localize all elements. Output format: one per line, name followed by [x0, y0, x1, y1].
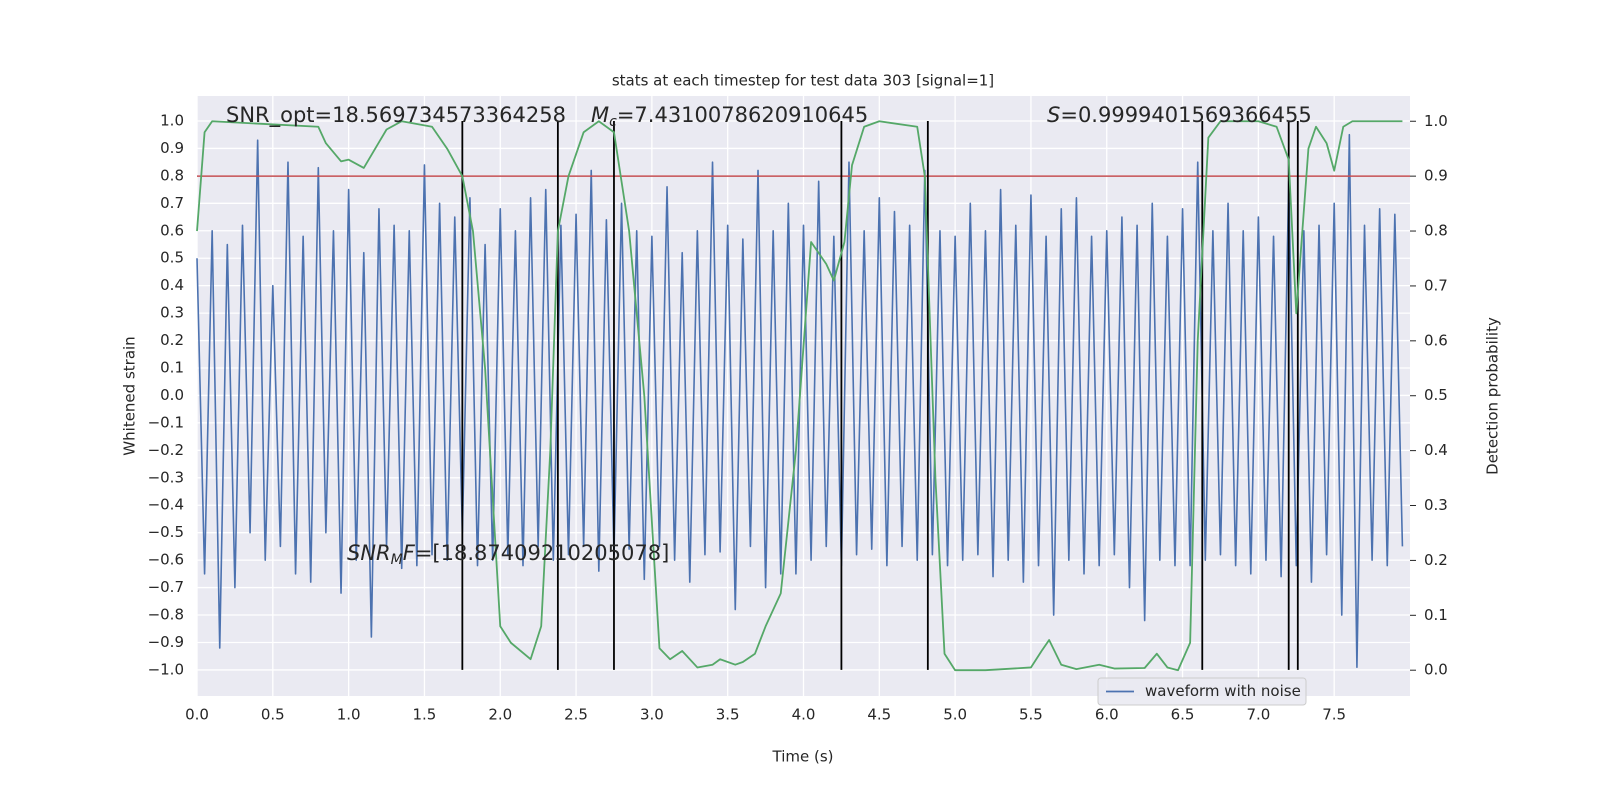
annotation-text: =[18.87409210205078]	[415, 541, 669, 565]
annotation-text: S	[1047, 103, 1060, 127]
y-tick-label: −0.1	[148, 413, 184, 431]
y-tick-label: 0.8	[160, 166, 184, 184]
y-tick-label: 0.0	[160, 386, 184, 404]
y2-tick-label: 1.0	[1424, 112, 1448, 130]
x-tick-label: 7.0	[1246, 706, 1270, 724]
x-tick-label: 6.0	[1095, 706, 1119, 724]
y-tick-label: 0.7	[160, 194, 184, 212]
x-tick-label: 7.5	[1322, 706, 1346, 724]
legend-box	[1097, 677, 1307, 706]
annotation: SNR_opt=18.569734573364258	[226, 103, 566, 128]
y-axis-label: Whitened strain	[121, 336, 139, 455]
y2-tick-label: 0.8	[1424, 222, 1448, 240]
y-tick-label: −0.6	[148, 551, 184, 569]
y-tick-label: 0.9	[160, 139, 184, 157]
y-tick-label: −0.5	[148, 523, 184, 541]
marks	[196, 120, 1410, 672]
annotation-text: =7.4310078620910645	[617, 103, 868, 127]
annotation-text: SNR_opt=18.569734573364258	[226, 103, 566, 128]
y2-tick-label: 0.4	[1424, 441, 1448, 459]
y-tick-label: 0.4	[160, 276, 184, 294]
annotation-text: SNR	[347, 541, 391, 565]
x-tick-label: 1.0	[337, 706, 361, 724]
legend: waveform with noise	[1097, 677, 1307, 706]
x-tick-label: 5.5	[1019, 706, 1043, 724]
x-tick-label: 2.0	[488, 706, 512, 724]
legend-label: waveform with noise	[1145, 682, 1301, 700]
x-tick-label: 3.0	[640, 706, 664, 724]
x-tick-label: 3.5	[716, 706, 740, 724]
annotation-text: M	[391, 552, 403, 568]
y-tick-label: −1.0	[148, 660, 184, 678]
y-tick-label: −0.3	[148, 468, 184, 486]
annotation-text: F	[403, 541, 416, 565]
y-tick-label: 0.2	[160, 331, 184, 349]
y-tick-label: 0.6	[160, 221, 184, 239]
y2-tick-label: 0.2	[1424, 551, 1448, 569]
x-tick-label: 2.5	[564, 706, 588, 724]
y2-tick-label: 0.3	[1424, 496, 1448, 514]
y2-tick-label: 0.6	[1424, 331, 1448, 349]
x-tick-label: 4.0	[792, 706, 816, 724]
x-tick-label: 0.0	[185, 706, 209, 724]
chart-title: stats at each timestep for test data 303…	[612, 72, 994, 90]
x-axis-label: Time (s)	[772, 748, 834, 766]
y-tick-label: 0.5	[160, 249, 184, 267]
annotation-text: =0.9999401569366455	[1060, 103, 1311, 127]
y-tick-label: 0.1	[160, 359, 184, 377]
y-tick-label: 0.3	[160, 304, 184, 322]
annotation: Mc=7.4310078620910645	[591, 103, 868, 130]
y2-tick-label: 0.9	[1424, 167, 1448, 185]
annotation: S=0.9999401569366455	[1047, 103, 1312, 127]
y2-tick-label: 0.7	[1424, 276, 1448, 294]
annotation-text: c	[609, 114, 617, 130]
y-tick-label: −0.8	[148, 606, 184, 624]
annotation-text: M	[591, 103, 609, 127]
annotation: SNRMF=[18.87409210205078]	[347, 541, 669, 568]
x-tick-label: 0.5	[261, 706, 285, 724]
y2-tick-label: 0.0	[1424, 661, 1448, 679]
y-tick-label: −0.9	[148, 633, 184, 651]
series-line	[196, 120, 1403, 672]
x-tick-label: 5.0	[943, 706, 967, 724]
y-tick-label: −0.4	[148, 496, 184, 514]
y-tick-label: −0.2	[148, 441, 184, 459]
x-tick-label: 1.5	[413, 706, 437, 724]
x-tick-label: 6.5	[1171, 706, 1195, 724]
y-tick-label: 1.0	[160, 111, 184, 129]
y-tick-label: −0.7	[148, 578, 184, 596]
y2-axis-label: Detection probability	[1484, 317, 1502, 475]
x-tick-label: 4.5	[867, 706, 891, 724]
y2-tick-label: 0.5	[1424, 386, 1448, 404]
y2-tick-label: 0.1	[1424, 606, 1448, 624]
